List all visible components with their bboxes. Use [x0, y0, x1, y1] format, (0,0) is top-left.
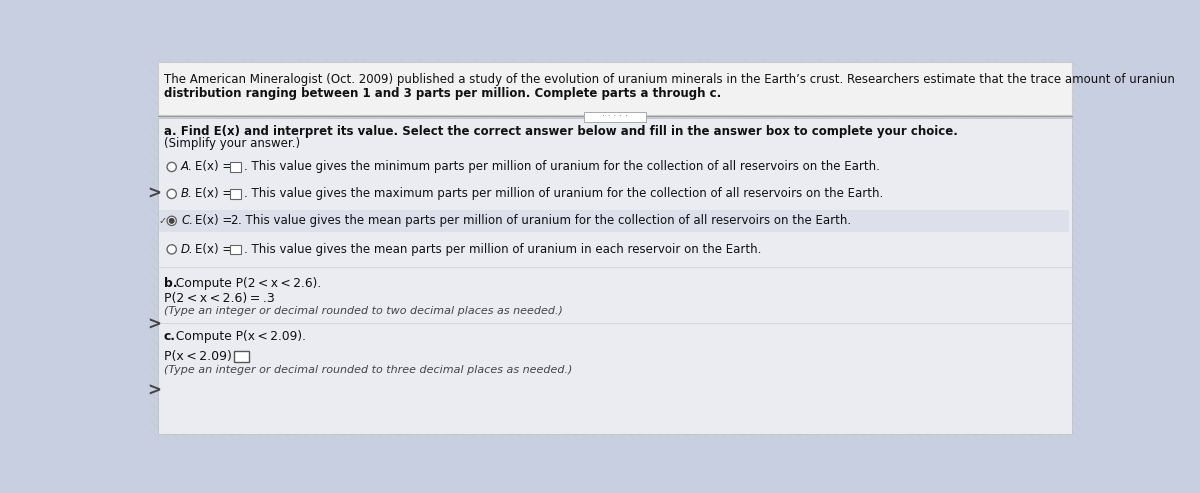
Bar [160, 210, 1069, 232]
Text: Compute P(x < 2.09).: Compute P(x < 2.09). [172, 330, 306, 343]
Text: P(2 < x < 2.6) = .3: P(2 < x < 2.6) = .3 [164, 292, 275, 306]
Circle shape [169, 218, 174, 223]
Text: The American Mineralogist (Oct. 2009) published a study of the evolution of uran: The American Mineralogist (Oct. 2009) pu… [164, 73, 1175, 86]
Text: B.: B. [181, 187, 193, 201]
Text: >: > [146, 185, 161, 203]
Text: ✓: ✓ [158, 216, 167, 226]
Text: (Type an integer or decimal rounded to two decimal places as needed.): (Type an integer or decimal rounded to t… [164, 306, 563, 316]
Text: c.: c. [164, 330, 176, 343]
Text: D.: D. [181, 243, 193, 256]
Text: distribution ranging between 1 and 3 parts per million. Complete parts a through: distribution ranging between 1 and 3 par… [164, 87, 721, 100]
Text: E(x) =: E(x) = [194, 160, 236, 174]
Bar [230, 162, 241, 172]
Text: (Type an integer or decimal rounded to three decimal places as needed.): (Type an integer or decimal rounded to t… [164, 365, 572, 375]
Circle shape [167, 189, 176, 199]
Text: . This value gives the mean parts per million of uranium in each reservoir on th: . This value gives the mean parts per mi… [244, 243, 761, 256]
Text: E(x) =: E(x) = [194, 187, 236, 201]
Text: Compute P(2 < x < 2.6).: Compute P(2 < x < 2.6). [172, 277, 320, 290]
Bar [234, 351, 250, 362]
Text: A.: A. [181, 160, 193, 174]
Bar [157, 118, 1073, 434]
Circle shape [167, 216, 176, 225]
Bar [230, 189, 241, 199]
Text: · · · · ·: · · · · · [602, 112, 628, 121]
Bar [584, 111, 646, 122]
Text: . This value gives the maximum parts per million of uranium for the collection o: . This value gives the maximum parts per… [244, 187, 883, 201]
Text: P(x < 2.09) =: P(x < 2.09) = [164, 350, 245, 363]
Text: a. Find E(x) and interpret its value. Select the correct answer below and fill i: a. Find E(x) and interpret its value. Se… [164, 125, 958, 138]
Circle shape [167, 245, 176, 254]
Text: . This value gives the minimum parts per million of uranium for the collection o: . This value gives the minimum parts per… [244, 160, 880, 174]
Text: C.: C. [181, 214, 193, 227]
Text: >: > [146, 316, 161, 334]
Text: b.: b. [164, 277, 178, 290]
Text: 2: 2 [230, 214, 238, 227]
Bar [230, 245, 241, 254]
Bar [157, 62, 1073, 114]
Text: E(x) =: E(x) = [194, 214, 236, 227]
Text: (Simplify your answer.): (Simplify your answer.) [164, 137, 300, 150]
Text: E(x) =: E(x) = [194, 243, 236, 256]
Text: >: > [146, 381, 161, 399]
Text: . This value gives the mean parts per million of uranium for the collection of a: . This value gives the mean parts per mi… [238, 214, 851, 227]
Circle shape [167, 162, 176, 172]
